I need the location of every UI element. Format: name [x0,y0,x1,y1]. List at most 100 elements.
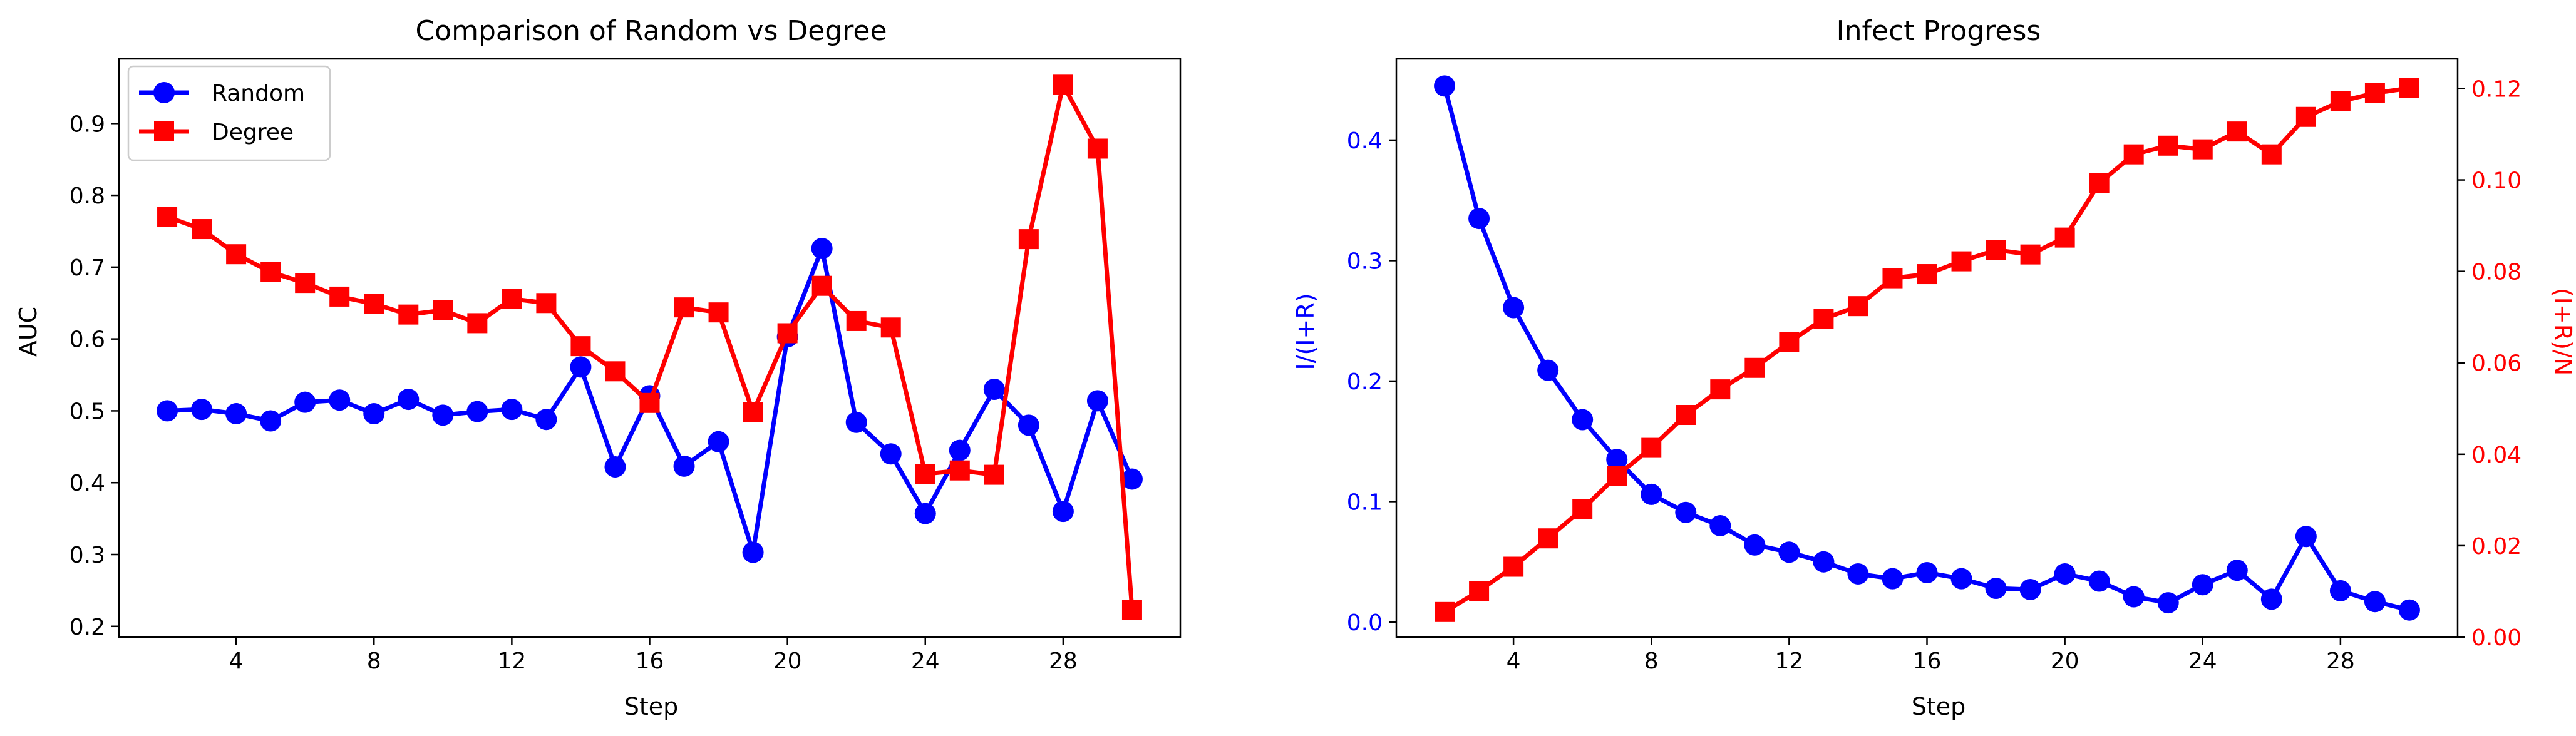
right-y-tick-label: 0.08 [2471,260,2522,285]
y-tick-label: 0.8 [70,183,105,209]
x-tick-label: 20 [2051,648,2079,674]
chart-title: Comparison of Random vs Degree [415,15,887,47]
y-tick-label: 0.6 [70,327,105,353]
degree-series-point [364,294,384,314]
infected-fraction-series-point [1468,208,1490,230]
infected-fraction-series-point [1606,449,1628,471]
coverage-series-point [2364,83,2385,103]
infected-fraction-series-point [2364,591,2386,613]
degree-series-point [260,262,281,282]
coverage-series-point [2261,144,2282,165]
chart-title: Infect Progress [1837,15,2041,47]
degree-series-point [1121,600,1142,620]
degree-series-point [674,297,694,318]
random-series-point [811,238,833,260]
infected-fraction-series-point [1950,568,1972,590]
left-y-tick-label: 0.3 [1347,248,1383,274]
legend-label-random: Random [212,81,305,106]
random-series-point [501,399,523,421]
degree-series-point [192,219,212,240]
coverage-series-point [1710,379,1731,400]
x-tick-label: 24 [911,648,940,674]
degree-series-point [984,464,1004,485]
degree-series-point [880,317,901,338]
right-y-tick-label: 0.04 [2471,442,2522,468]
random-series-point [535,409,557,431]
infected-fraction-series-point [2088,570,2110,592]
coverage-series-point [2020,244,2041,265]
x-tick-label: 28 [2326,648,2355,674]
random-series-point [570,356,592,378]
infected-fraction-series-point [1675,501,1697,523]
left-y-tick-label: 0.1 [1347,489,1383,515]
degree-series-point [811,275,832,296]
coverage-series-point [1435,601,1455,622]
left-y-tick-label: 0.0 [1347,610,1383,636]
degree-series-point [502,289,522,309]
infected-fraction-series-point [2054,563,2076,585]
coverage-series-point [1744,357,1765,378]
degree-series-point [1053,74,1073,95]
coverage-series-point [1848,296,1868,317]
random-series-point [914,503,936,524]
random-series-point [983,379,1005,400]
right-y-axis-label: (I+R)/N [2549,288,2576,376]
plot-area: 4 8 12 16 20 24 28 0.0 0.1 0.2 0.3 0.4 0.00 0.02 0.04 0… [1347,58,2522,674]
coverage-series-point [1986,240,2006,260]
coverage-series-point [2295,106,2316,127]
degree-series-point [1018,229,1039,250]
degree-series-point [433,300,453,320]
random-series-point [1121,468,1143,490]
degree-series-point [605,361,626,382]
infected-fraction-series-point [2398,599,2420,621]
random-series-point [1052,501,1074,523]
random-series-point [294,391,316,413]
coverage-series-point [1951,251,1972,272]
random-series-point [432,404,454,426]
random-series-point [466,401,488,422]
degree-series-point [708,302,729,323]
coverage-series-point [1676,405,1696,426]
legend-marker-degree [154,121,174,141]
coverage-series-point [1607,466,1627,486]
random-series-point [880,443,902,465]
infected-fraction-series-point [1572,409,1594,431]
coverage-series-point [1538,528,1558,549]
x-tick-label: 24 [2188,648,2217,674]
infect-progress-chart: Infect Progress 4 8 12 16 20 24 28 0.0 0.1 0.2 0.3… [1292,15,2576,720]
coverage-series-point [1572,499,1593,519]
infected-fraction-series-point [1537,359,1559,381]
right-y-tick-label: 0.10 [2471,168,2522,194]
infected-fraction-series-point [2226,560,2248,581]
infected-fraction-series-point [2123,586,2145,608]
y-tick-label: 0.9 [70,111,105,137]
legend: Random Degree [127,65,331,161]
x-tick-label: 8 [1644,648,1659,674]
y-tick-label: 0.4 [70,471,105,496]
infected-fraction-series-point [2329,580,2351,601]
random-series-point [225,403,247,425]
coverage-series-point [2192,139,2213,160]
coverage-series-point [2054,227,2075,248]
degree-series-point [295,273,316,294]
coverage-series-point [2227,121,2247,142]
degree-series-point [915,464,935,484]
coverage-series-point [1503,556,1524,577]
y-tick-label: 0.7 [70,255,105,281]
right-y-tick-label: 0.06 [2471,351,2522,377]
x-tick-label: 28 [1049,648,1078,674]
degree-series-point [846,310,867,331]
degree-series-point [398,304,419,325]
infected-fraction-series-point [2019,578,2041,600]
degree-series-point [777,323,798,344]
random-series-point [708,431,729,452]
random-series-point [191,399,213,421]
random-series-point [1018,414,1039,436]
random-series-point [742,541,764,563]
x-tick-label: 4 [1507,648,1521,674]
x-tick-label: 4 [229,648,244,674]
infected-fraction-series-point [2260,588,2282,610]
x-tick-label: 12 [497,648,526,674]
infected-fraction-series-point [1744,534,1766,556]
